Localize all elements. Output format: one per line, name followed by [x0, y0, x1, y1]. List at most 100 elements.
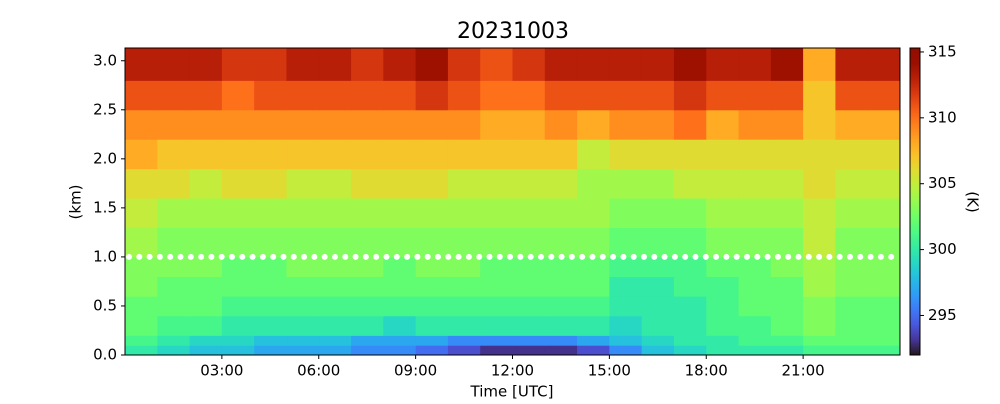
heat-cell — [189, 227, 223, 258]
heat-cell — [383, 345, 417, 356]
heat-cell — [609, 198, 643, 228]
heat-cell — [221, 198, 255, 228]
heat-cell — [415, 276, 449, 297]
heat-cell — [189, 345, 223, 356]
heat-cell — [157, 345, 191, 356]
heat-cell — [577, 168, 610, 199]
heat-cell — [415, 256, 449, 278]
heat-cell — [189, 139, 223, 170]
heat-cell — [318, 198, 352, 228]
heat-cell — [867, 109, 901, 140]
heat-cell — [125, 335, 158, 346]
heat-cell — [512, 315, 546, 336]
heat-cell — [738, 276, 772, 297]
heat-cell — [673, 198, 707, 228]
x-tick-label: 09:00 — [394, 362, 437, 380]
heat-cell — [770, 345, 804, 356]
heat-cell — [254, 168, 287, 199]
heat-cell — [189, 109, 223, 140]
heat-cell — [673, 227, 707, 258]
heat-cell — [641, 198, 675, 228]
heat-cell — [351, 227, 384, 258]
heat-cell — [803, 256, 836, 278]
heat-cell — [318, 345, 352, 356]
heat-cell — [512, 48, 546, 81]
heat-cell — [318, 256, 352, 278]
heat-cell — [480, 168, 513, 199]
heat-cell — [544, 256, 578, 278]
heat-cell — [512, 168, 546, 199]
heat-cell — [383, 296, 417, 317]
heat-cell — [480, 198, 513, 228]
heat-cell — [447, 168, 481, 199]
heat-cell — [577, 256, 610, 278]
heat-cell — [544, 345, 578, 356]
heat-cell — [415, 109, 449, 140]
heat-cell — [770, 48, 804, 81]
heat-cell — [835, 256, 869, 278]
heat-cell — [609, 48, 643, 81]
heat-cell — [254, 296, 287, 317]
heat-cell — [157, 296, 191, 317]
heat-cell — [738, 48, 772, 81]
heat-cell — [351, 139, 384, 170]
heat-cell — [544, 139, 578, 170]
colorbar-tick-label: 300 — [928, 240, 957, 258]
heat-cell — [770, 168, 804, 199]
heat-cell — [835, 227, 869, 258]
heat-cell — [351, 48, 384, 81]
heat-cell — [125, 276, 158, 297]
heat-cell — [544, 198, 578, 228]
heat-cell — [221, 276, 255, 297]
heat-cell — [867, 315, 901, 336]
heat-cell — [706, 168, 740, 199]
heat-cell — [706, 139, 740, 170]
heat-cell — [189, 198, 223, 228]
heat-cell — [577, 315, 610, 336]
colorbar-tick-label: 305 — [928, 174, 957, 192]
heat-cell — [447, 315, 481, 336]
heat-cell — [544, 48, 578, 81]
heat-cell — [189, 80, 223, 111]
heat-cell — [415, 315, 449, 336]
heat-cell — [609, 109, 643, 140]
heat-cell — [221, 296, 255, 317]
y-axis-label: (km) — [67, 184, 85, 219]
heat-cell — [577, 198, 610, 228]
heat-cell — [512, 80, 546, 111]
x-tick-label: 12:00 — [491, 362, 534, 380]
heat-cell — [415, 345, 449, 356]
heat-cell — [803, 48, 836, 81]
heat-cell — [286, 109, 320, 140]
heat-cell — [609, 335, 643, 346]
x-tick-label: 06:00 — [297, 362, 340, 380]
heat-cell — [480, 48, 513, 81]
heat-cell — [609, 345, 643, 356]
heat-cell — [254, 335, 287, 346]
heat-cell — [770, 315, 804, 336]
y-tick-label: 1.0 — [93, 247, 117, 265]
heat-cell — [803, 198, 836, 228]
heat-cell — [221, 315, 255, 336]
y-tick-label: 2.5 — [93, 100, 117, 118]
heat-cell — [447, 227, 481, 258]
heat-cell — [351, 168, 384, 199]
heat-cell — [318, 168, 352, 199]
heat-cell — [867, 48, 901, 81]
heat-cell — [447, 109, 481, 140]
heat-cell — [189, 168, 223, 199]
heat-cell — [770, 80, 804, 111]
heat-cell — [770, 296, 804, 317]
heat-cell — [157, 168, 191, 199]
heat-cell — [125, 168, 158, 199]
heat-cell — [867, 345, 901, 356]
heat-cell — [609, 315, 643, 336]
heat-cell — [738, 139, 772, 170]
heat-cell — [221, 335, 255, 346]
heat-cell — [254, 345, 287, 356]
heat-cell — [512, 335, 546, 346]
heat-cell — [738, 168, 772, 199]
heat-cell — [803, 109, 836, 140]
heat-cell — [254, 256, 287, 278]
heat-cell — [480, 139, 513, 170]
